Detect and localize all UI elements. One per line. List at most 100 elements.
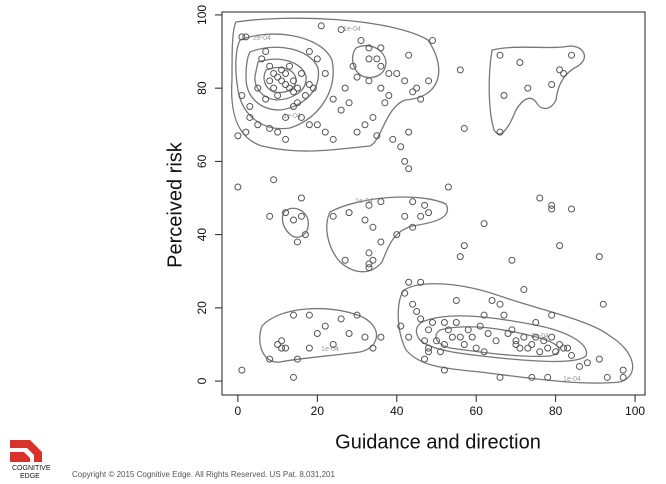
point [413, 84, 421, 92]
point [313, 329, 321, 337]
point [496, 373, 504, 381]
point [246, 113, 254, 121]
point [560, 344, 568, 352]
point [270, 70, 278, 78]
point [619, 373, 627, 381]
contour [397, 283, 634, 384]
point [456, 253, 464, 261]
point [301, 91, 309, 99]
point [321, 322, 329, 330]
contour [259, 308, 378, 363]
contour-label: 1e-04 [321, 346, 339, 353]
point [353, 73, 361, 81]
point [297, 194, 305, 202]
point [409, 223, 417, 231]
contour-label: 1e-04 [283, 113, 301, 120]
point [524, 344, 532, 352]
point [266, 212, 274, 220]
point [397, 322, 405, 330]
contour [415, 315, 588, 363]
point [409, 198, 417, 206]
point [619, 366, 627, 374]
point [305, 80, 313, 88]
point [369, 113, 377, 121]
point [270, 176, 278, 184]
point [568, 51, 576, 59]
point [329, 95, 337, 103]
point [468, 333, 476, 341]
point [444, 326, 452, 334]
point [234, 132, 242, 140]
point [266, 62, 274, 70]
point [289, 311, 297, 319]
contour-label: 1e-04 [343, 26, 361, 33]
logo-text: COGNITIVE [12, 465, 51, 472]
point [496, 300, 504, 308]
point [293, 99, 301, 107]
point [357, 37, 365, 45]
x-tick-label: 20 [311, 404, 325, 418]
point [305, 48, 313, 56]
point [417, 315, 425, 323]
point [520, 333, 528, 341]
point [289, 77, 297, 85]
point [425, 77, 433, 85]
x-tick-label: 0 [235, 404, 242, 418]
point [321, 70, 329, 78]
point [365, 249, 373, 257]
y-tick-label: 80 [195, 81, 209, 95]
point [564, 344, 572, 352]
point [405, 128, 413, 136]
point [329, 135, 337, 143]
point [492, 337, 500, 345]
point [524, 84, 532, 92]
point [528, 340, 536, 348]
contour [245, 46, 320, 111]
point [377, 198, 385, 206]
point [401, 212, 409, 220]
point [278, 337, 286, 345]
x-tick-label: 100 [625, 404, 645, 418]
point [460, 242, 468, 250]
point [452, 319, 460, 327]
y-axis-title: Perceived risk [164, 141, 186, 268]
point [365, 55, 373, 63]
point [425, 344, 433, 352]
point [289, 88, 297, 96]
point [385, 70, 393, 78]
point [417, 212, 425, 220]
point [560, 70, 568, 78]
contour [326, 196, 449, 273]
contour [254, 58, 307, 101]
point [341, 84, 349, 92]
point [337, 315, 345, 323]
point [258, 55, 266, 63]
point [508, 326, 516, 334]
y-tick-label: 0 [195, 377, 209, 384]
point [293, 238, 301, 246]
point [409, 88, 417, 96]
point [440, 366, 448, 374]
point [369, 223, 377, 231]
point [575, 362, 583, 370]
contour-label: 1e-04 [563, 376, 581, 383]
contour [488, 45, 586, 135]
point [548, 201, 556, 209]
point [282, 344, 290, 352]
point [242, 128, 250, 136]
point [548, 311, 556, 319]
point [238, 91, 246, 99]
y-tick-label: 100 [195, 5, 209, 25]
point [413, 308, 421, 316]
point [238, 366, 246, 374]
point [425, 326, 433, 334]
point [421, 337, 429, 345]
point [297, 212, 305, 220]
contour [435, 326, 560, 358]
point [345, 99, 353, 107]
point [353, 311, 361, 319]
point [377, 333, 385, 341]
point [393, 231, 401, 239]
point [425, 348, 433, 356]
point [317, 22, 325, 30]
